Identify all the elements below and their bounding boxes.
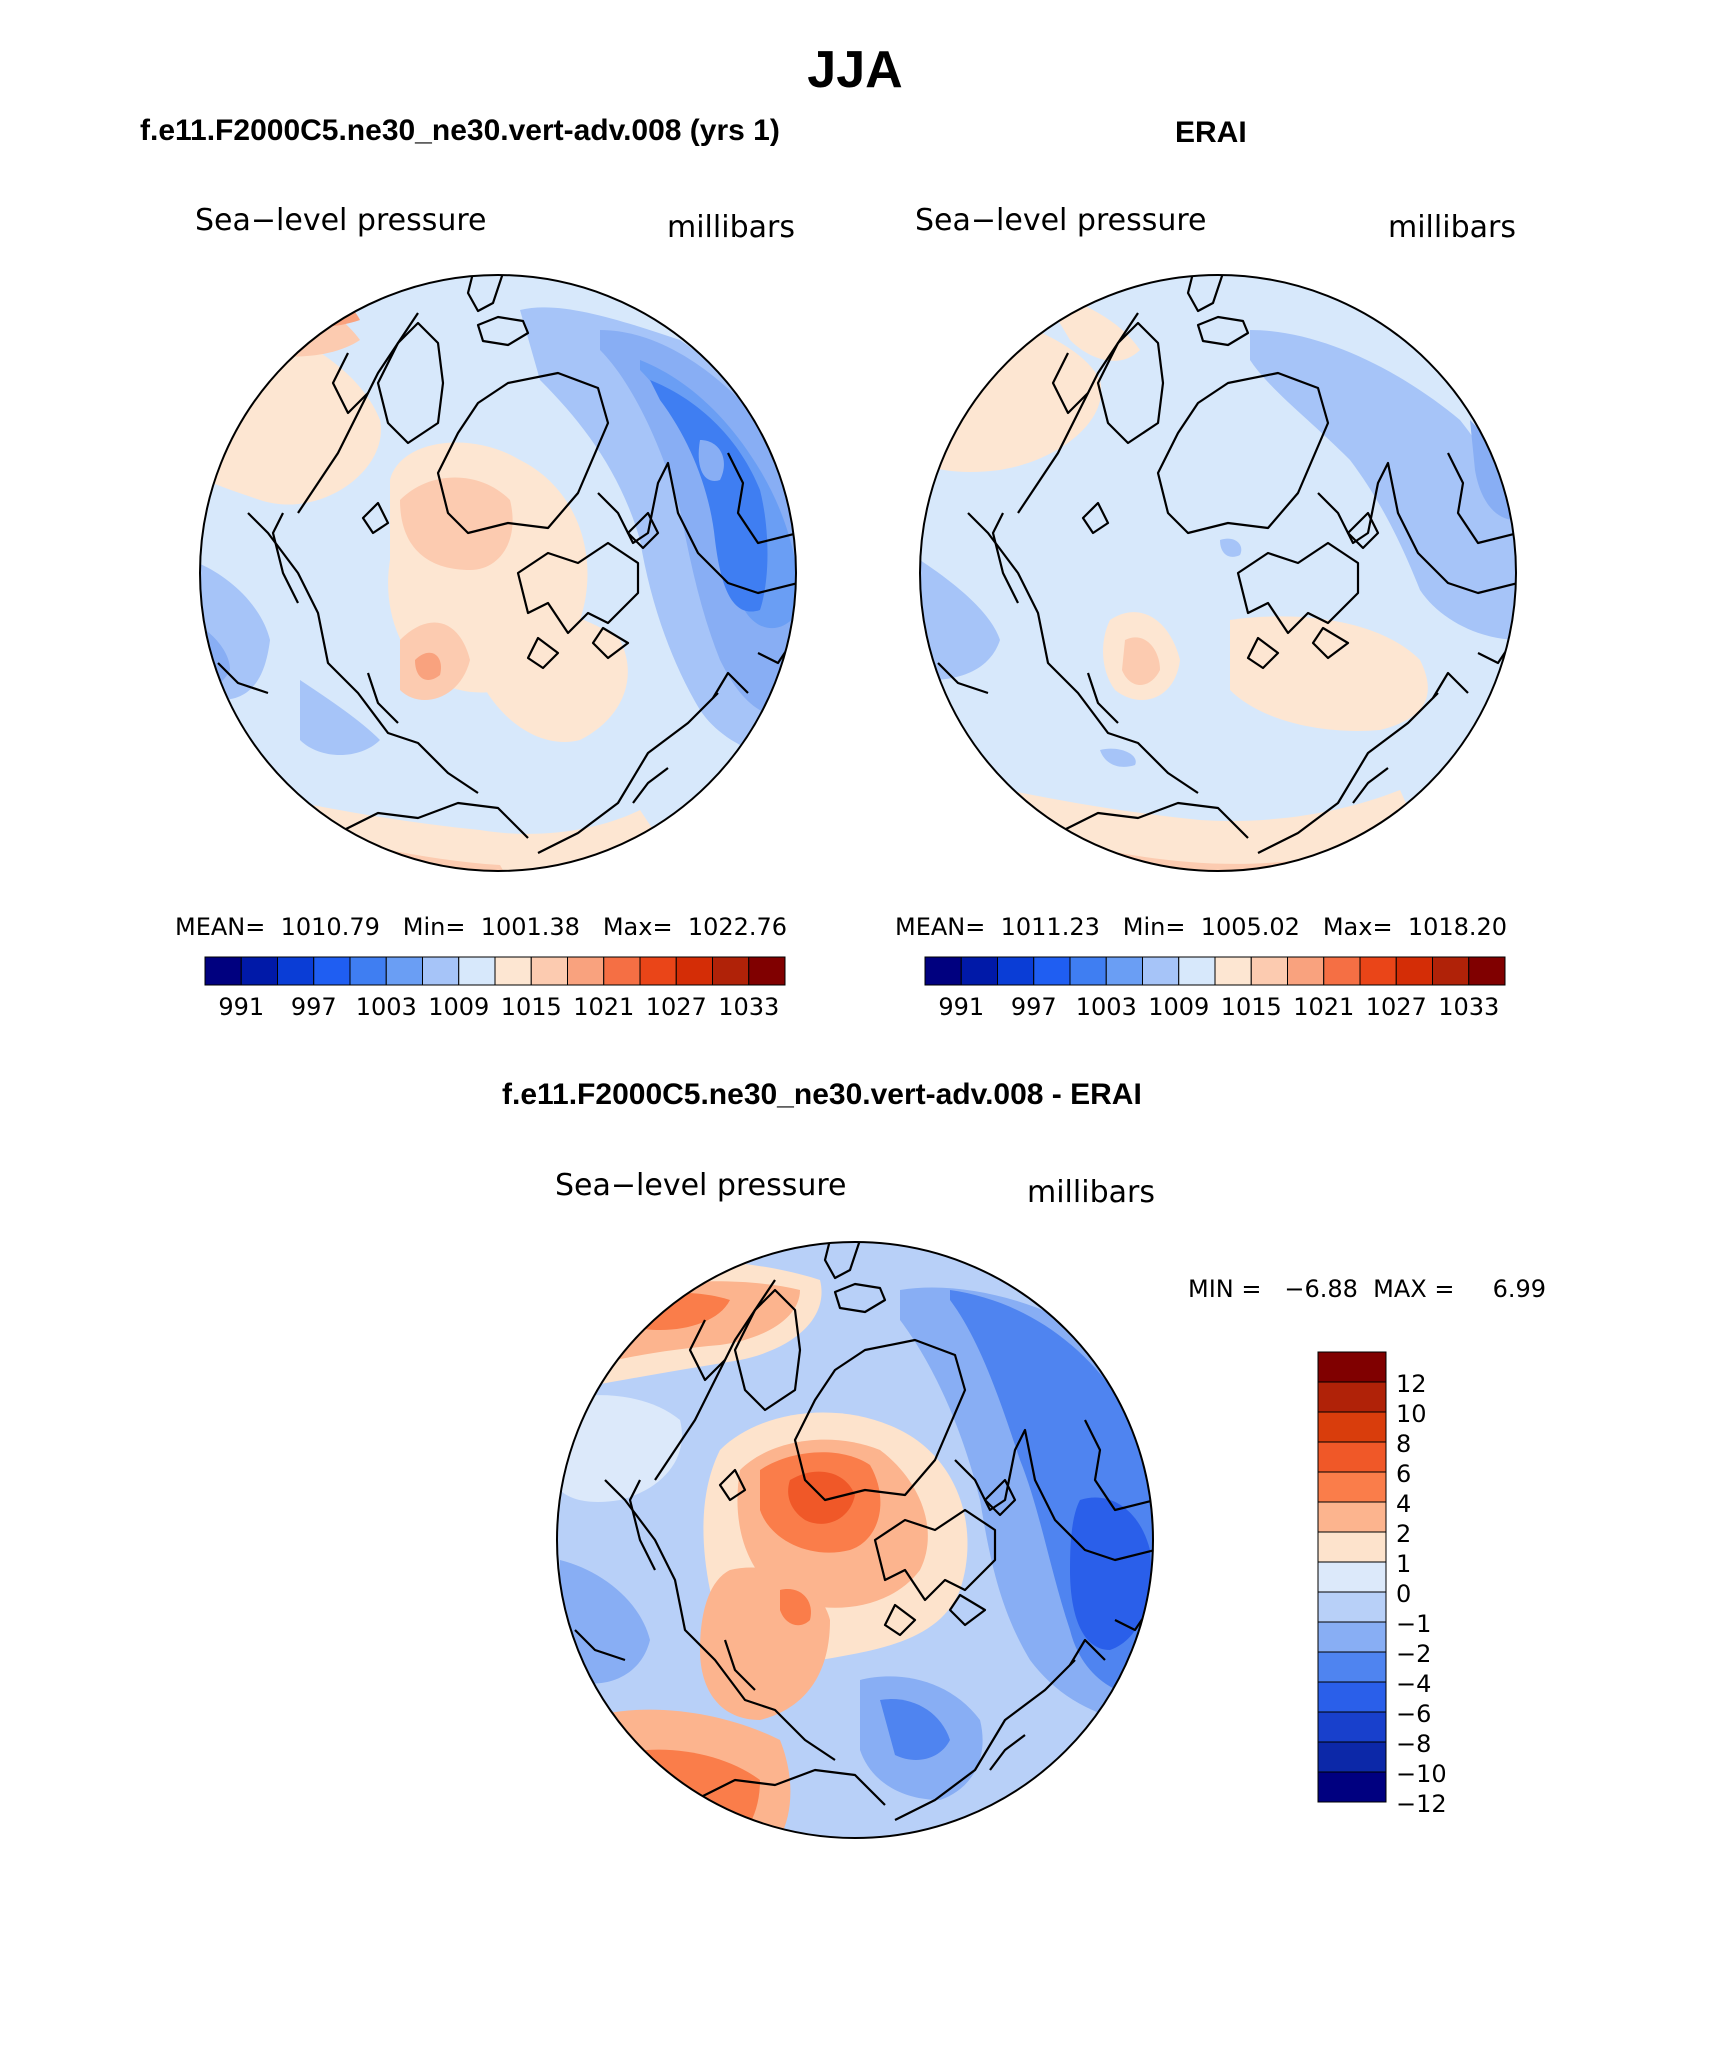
diff-colorbar-tick-label: −10 (1396, 1760, 1447, 1788)
diff-colorbar-box (1317, 1411, 1387, 1443)
diff-colorbar (1317, 1351, 1387, 1803)
diff-colorbar-box (1317, 1741, 1387, 1773)
panel-obs-colorbar (924, 956, 1506, 986)
panel-model-colorbar-box (385, 956, 423, 986)
diff-colorbar-tick-label: 4 (1396, 1490, 1412, 1518)
diff-colorbar-box (1317, 1621, 1387, 1653)
diff-colorbar-box (1317, 1531, 1387, 1563)
panel-obs-colorbar-box (1250, 956, 1288, 986)
panel-model-colorbar-box (349, 956, 387, 986)
diff-colorbar-box (1317, 1561, 1387, 1593)
panel-obs-colorbar-box (960, 956, 998, 986)
panel-model-colorbar-box (494, 956, 532, 986)
panel-obs-colorbar-box (1468, 956, 1506, 986)
panel-model-stats: MEAN= 1010.79 Min= 1001.38 Max= 1022.76 (175, 913, 788, 941)
panel-obs-colorbar-box (1033, 956, 1071, 986)
panel-obs-map (919, 274, 1517, 872)
diff-colorbar-box (1317, 1351, 1387, 1383)
panel-model-map (199, 274, 797, 872)
panel-model-colorbar-box (204, 956, 242, 986)
panel-obs-right-label: millibars (1388, 210, 1516, 245)
panel-model-right-label: millibars (667, 210, 795, 245)
diff-colorbar-tick-label: 0 (1396, 1580, 1412, 1608)
panel-model-colorbar-box (603, 956, 641, 986)
panel-model-colorbar-box (458, 956, 496, 986)
diff-colorbar-tick-label: 6 (1396, 1460, 1412, 1488)
diff-colorbar-box (1317, 1471, 1387, 1503)
panel-obs-stats: MEAN= 1011.23 Min= 1005.02 Max= 1018.20 (895, 913, 1508, 941)
panel-model-colorbar-box (313, 956, 351, 986)
panel-model-colorbar-box (712, 956, 750, 986)
panel-model-colorbar-box (240, 956, 278, 986)
panel-model-colorbar-tick-label: 1009 (428, 993, 490, 1021)
diff-colorbar-tick-label: −8 (1396, 1730, 1432, 1758)
diff-colorbar-tick-label: 10 (1396, 1400, 1427, 1428)
panel-model-colorbar-box (748, 956, 786, 986)
diff-left-label: Sea−level pressure (555, 1168, 847, 1203)
diff-colorbar-tick-label: 2 (1396, 1520, 1412, 1548)
diff-colorbar-tick-label: 12 (1396, 1370, 1427, 1398)
panel-obs-colorbar-box (1214, 956, 1252, 986)
panel-obs-colorbar-tick-label: 1033 (1438, 993, 1500, 1021)
panel-obs-colorbar-box (1287, 956, 1325, 986)
panel-model-colorbar (204, 956, 786, 986)
diff-colorbar-box (1317, 1381, 1387, 1413)
panel-obs-colorbar-tick-label: 1009 (1148, 993, 1210, 1021)
diff-header: f.e11.F2000C5.ne30_ne30.vert-adv.008 - E… (502, 1078, 1142, 1111)
diff-map (556, 1241, 1154, 1839)
panel-model-colorbar-tick-label: 1027 (645, 993, 707, 1021)
panel-model-colorbar-tick-label: 1015 (500, 993, 562, 1021)
panel-obs-colorbar-box (1323, 956, 1361, 986)
panel-model-colorbar-box (422, 956, 460, 986)
panel-model-colorbar-tick-label: 1021 (573, 993, 635, 1021)
diff-colorbar-box (1317, 1711, 1387, 1743)
panel-model-colorbar-tick-label: 991 (218, 993, 265, 1021)
panel-model-colorbar-tick-label: 1003 (355, 993, 417, 1021)
panel-model-colorbar-box (530, 956, 568, 986)
panel-obs-colorbar-tick-label: 1027 (1365, 993, 1427, 1021)
panel-obs-colorbar-box (924, 956, 962, 986)
panel-obs-colorbar-box (1432, 956, 1470, 986)
diff-colorbar-box (1317, 1441, 1387, 1473)
panel-obs-colorbar-box (1069, 956, 1107, 986)
panel-obs-colorbar-box (1395, 956, 1433, 986)
diff-colorbar-tick-label: 1 (1396, 1550, 1412, 1578)
diff-colorbar-tick-label: 8 (1396, 1430, 1412, 1458)
panel-model-left-label: Sea−level pressure (195, 203, 487, 238)
diff-colorbar-tick-label: −1 (1396, 1610, 1432, 1638)
panel-model-colorbar-box (277, 956, 315, 986)
diff-right-label: millibars (1027, 1175, 1155, 1210)
panel-model-colorbar-box (639, 956, 677, 986)
diff-minmax: MIN = −6.88 MAX = 6.99 (1188, 1275, 1547, 1303)
panel-model-header: f.e11.F2000C5.ne30_ne30.vert-adv.008 (yr… (140, 114, 780, 147)
panel-obs-colorbar-tick-label: 997 (1010, 993, 1057, 1021)
diff-colorbar-tick-label: −2 (1396, 1640, 1432, 1668)
panel-obs-colorbar-tick-label: 1003 (1075, 993, 1137, 1021)
figure-title: JJA (807, 41, 903, 99)
panel-model-colorbar-box (675, 956, 713, 986)
panel-model-colorbar-tick-label: 997 (290, 993, 337, 1021)
diff-colorbar-tick-label: −6 (1396, 1700, 1432, 1728)
panel-obs-colorbar-box (1142, 956, 1180, 986)
diff-colorbar-box (1317, 1591, 1387, 1623)
panel-obs-colorbar-tick-label: 1015 (1220, 993, 1282, 1021)
diff-colorbar-box (1317, 1651, 1387, 1683)
panel-obs-colorbar-box (1359, 956, 1397, 986)
diff-colorbar-tick-label: −4 (1396, 1670, 1432, 1698)
diff-colorbar-tick-label: −12 (1396, 1790, 1447, 1818)
panel-obs-left-label: Sea−level pressure (915, 203, 1207, 238)
diff-colorbar-box (1317, 1771, 1387, 1803)
panel-obs-colorbar-box (1105, 956, 1143, 986)
panel-obs-header: ERAI (1175, 116, 1247, 149)
panel-model-colorbar-box (567, 956, 605, 986)
panel-obs-colorbar-tick-label: 1021 (1293, 993, 1355, 1021)
diff-colorbar-box (1317, 1681, 1387, 1713)
panel-obs-colorbar-box (997, 956, 1035, 986)
diff-colorbar-box (1317, 1501, 1387, 1533)
panel-obs-colorbar-box (1178, 956, 1216, 986)
panel-model-colorbar-tick-label: 1033 (718, 993, 780, 1021)
panel-obs-colorbar-tick-label: 991 (938, 993, 985, 1021)
